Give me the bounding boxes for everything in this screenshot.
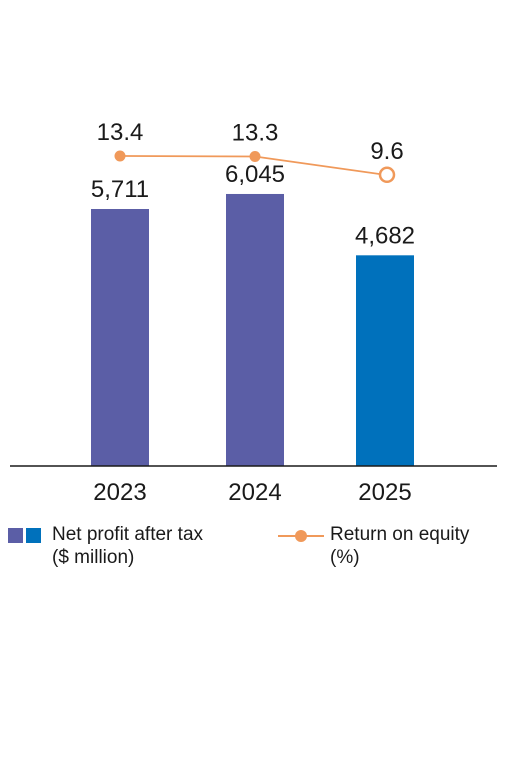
- legend-label-net-profit: Net profit after tax ($ million): [52, 524, 204, 568]
- x-tick-labels: 2023 2024 2025: [93, 479, 411, 506]
- legend-label-roe: Return on equity (%): [330, 524, 470, 568]
- roe-value-label-2025: 9.6: [370, 138, 403, 165]
- legend-swatch-bar-1: [8, 528, 23, 543]
- x-tick-label-2023: 2023: [93, 479, 146, 506]
- roe-point-2024: [249, 150, 261, 162]
- legend-swatch-bar-2: [26, 528, 41, 543]
- bar-value-label-2025: 4,682: [355, 222, 415, 249]
- bar-2023: [91, 209, 149, 466]
- roe-value-label-2023: 13.4: [97, 119, 144, 146]
- x-tick-label-2025: 2025: [358, 479, 411, 506]
- legend: Net profit after tax ($ million) Return …: [8, 523, 503, 573]
- roe-point-2023: [114, 150, 126, 162]
- roe-value-label-2024: 13.3: [232, 119, 279, 146]
- chart: 5,711 6,045 4,682 13.4 13.3 9.6 2023 2024 2025: [10, 119, 497, 506]
- bar-2024: [226, 193, 284, 466]
- x-tick-label-2024: 2024: [228, 479, 281, 506]
- bar-value-label-2024: 6,045: [225, 161, 285, 188]
- bars-layer: 5,711 6,045 4,682: [91, 161, 415, 466]
- legend-swatch-line-dot: [295, 530, 307, 542]
- line-layer: 13.4 13.3 9.6: [97, 119, 404, 184]
- bar-value-label-2023: 5,711: [91, 176, 149, 203]
- roe-point-2025: [378, 166, 396, 184]
- bar-2025: [356, 255, 414, 466]
